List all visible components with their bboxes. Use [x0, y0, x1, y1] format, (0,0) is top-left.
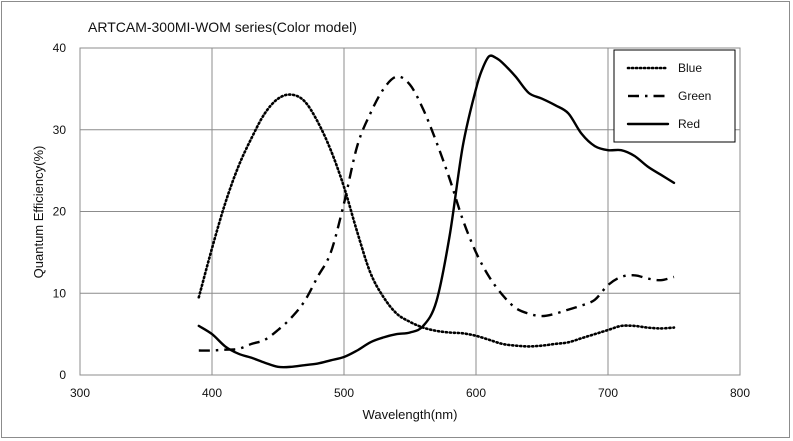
x-tick-label: 600	[466, 386, 486, 400]
y-tick-label: 20	[53, 205, 67, 219]
chart-title: ARTCAM-300MI-WOM series(Color model)	[88, 19, 357, 35]
series-line-green	[198, 75, 675, 352]
x-tick-labels: 300 400 500 600 700 800	[70, 386, 750, 400]
series-line-blue	[197, 93, 676, 348]
y-tick-label: 30	[53, 123, 67, 137]
x-tick-label: 300	[70, 386, 90, 400]
x-tick-label: 500	[334, 386, 354, 400]
x-tick-label: 700	[598, 386, 618, 400]
legend: Blue Green Red	[613, 49, 736, 143]
legend-label-blue: Blue	[678, 61, 702, 75]
x-axis-label: Wavelength(nm)	[363, 407, 458, 422]
series-line-red	[197, 54, 676, 369]
y-tick-label: 0	[59, 368, 66, 382]
y-tick-label: 40	[53, 41, 67, 55]
plot-area	[79, 47, 741, 376]
legend-label-red: Red	[678, 117, 700, 131]
y-axis-label: Quantum Efficiency(%)	[31, 146, 46, 279]
legend-label-green: Green	[678, 89, 711, 103]
y-tick-labels: 0 10 20 30 40	[53, 41, 67, 382]
y-tick-label: 10	[53, 286, 67, 300]
x-tick-label: 800	[730, 386, 750, 400]
series-layer	[197, 54, 676, 369]
x-tick-label: 400	[202, 386, 222, 400]
